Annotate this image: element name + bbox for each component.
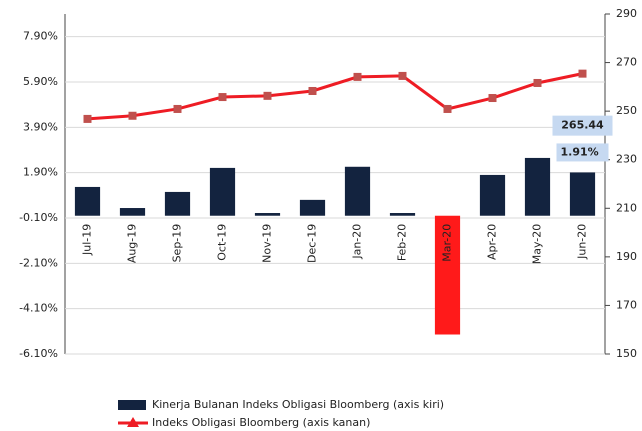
bar — [254, 213, 281, 216]
y-tick-label: -0.10% — [19, 211, 58, 224]
y2-tick-label: 290 — [616, 7, 637, 20]
bar — [74, 186, 101, 216]
bar — [524, 157, 551, 216]
x-tick-label: Aug-19 — [126, 224, 139, 263]
data-label: 1.91% — [561, 145, 599, 158]
y2-tick-label: 190 — [616, 250, 637, 263]
y2-tick-label: 230 — [616, 153, 637, 166]
line-marker — [263, 91, 272, 100]
x-tick-label: May-20 — [531, 224, 544, 265]
x-tick-label: Oct-19 — [216, 224, 229, 261]
bar — [299, 199, 326, 216]
line — [87, 72, 583, 121]
bar — [119, 208, 146, 216]
x-tick-label: Apr-20 — [486, 224, 499, 260]
y-tick-label: 1.90% — [23, 166, 58, 179]
line-marker — [443, 104, 452, 113]
data-label: 265.44 — [561, 119, 604, 132]
x-tick-label: Feb-20 — [396, 224, 409, 261]
bar — [389, 213, 416, 216]
x-tick-label: Dec-19 — [306, 224, 319, 263]
y-tick-label: -4.10% — [19, 302, 58, 315]
line-marker — [578, 69, 587, 78]
y2-tick-label: 170 — [616, 298, 637, 311]
line-marker — [128, 111, 137, 120]
x-tick-label: Nov-19 — [261, 224, 274, 263]
y-tick-label: -2.10% — [19, 256, 58, 269]
y-tick-label: 5.90% — [23, 75, 58, 88]
y2-tick-label: 150 — [616, 347, 637, 360]
legend-label: Indeks Obligasi Bloomberg (axis kanan) — [152, 416, 370, 429]
y2-tick-label: 210 — [616, 201, 637, 214]
line-marker — [173, 104, 182, 113]
x-tick-label: Jul-19 — [81, 224, 94, 256]
y-tick-label: 7.90% — [23, 30, 58, 43]
legend-swatch — [118, 400, 146, 410]
legend-marker — [127, 417, 139, 427]
bar — [209, 167, 236, 216]
legend-label: Kinerja Bulanan Indeks Obligasi Bloomber… — [152, 398, 444, 411]
bar — [434, 215, 461, 335]
line-marker — [398, 71, 407, 80]
line-marker — [353, 72, 362, 81]
bar — [164, 191, 191, 216]
bar — [344, 166, 371, 216]
x-tick-label: Jan-20 — [351, 224, 364, 260]
x-tick-label: Mar-20 — [441, 224, 454, 262]
data-label-box — [556, 143, 609, 162]
line-marker — [488, 94, 497, 103]
y-tick-label: 3.90% — [23, 120, 58, 133]
y2-tick-label: 250 — [616, 104, 637, 117]
line-marker — [308, 86, 317, 95]
bar — [569, 172, 596, 216]
line-marker — [533, 78, 542, 87]
x-tick-label: Jun-20 — [576, 224, 589, 260]
y-tick-label: -6.10% — [19, 347, 58, 360]
line-marker — [83, 114, 92, 123]
bar — [479, 174, 506, 216]
data-label-box — [552, 115, 613, 136]
x-tick-label: Sep-19 — [171, 224, 184, 263]
y2-tick-label: 270 — [616, 56, 637, 69]
line-marker — [218, 93, 227, 102]
